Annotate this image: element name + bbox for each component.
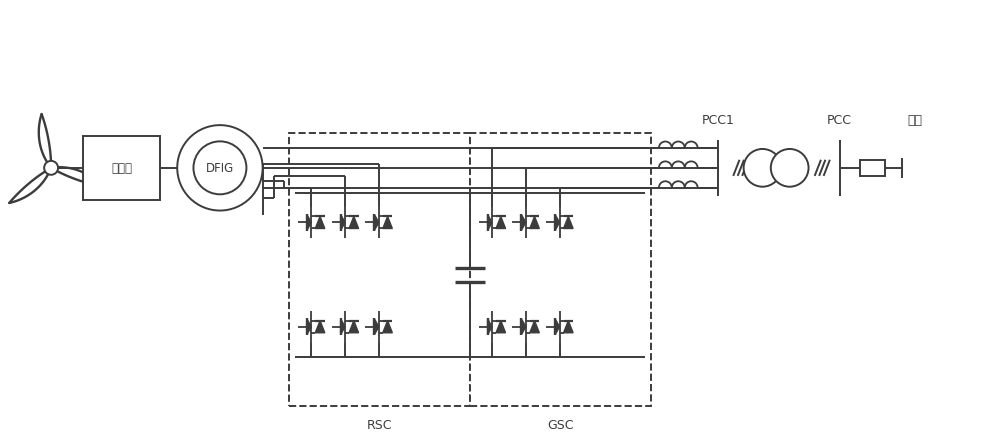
Circle shape [193,142,246,195]
Text: DFIG: DFIG [206,162,234,175]
Polygon shape [521,319,526,335]
Circle shape [771,150,809,187]
Polygon shape [307,319,311,335]
Polygon shape [521,215,526,231]
Polygon shape [374,215,379,231]
Circle shape [44,161,58,175]
Polygon shape [341,215,345,231]
Polygon shape [315,217,325,229]
Circle shape [744,150,781,187]
Polygon shape [383,321,392,333]
Text: GSC: GSC [547,418,574,431]
Text: PCC1: PCC1 [702,114,735,127]
Polygon shape [383,217,392,229]
Polygon shape [488,319,492,335]
Polygon shape [341,319,345,335]
Polygon shape [488,215,492,231]
Polygon shape [374,319,379,335]
Text: RSC: RSC [367,418,393,431]
Polygon shape [349,217,359,229]
Polygon shape [564,321,573,333]
Polygon shape [555,215,560,231]
Bar [289,134,470,406]
Polygon shape [530,321,539,333]
Bar [83,137,160,200]
Polygon shape [555,319,560,335]
Polygon shape [530,217,539,229]
Bar [470,134,651,406]
Text: 齿轮箱: 齿轮箱 [111,162,132,175]
Circle shape [177,126,263,211]
Polygon shape [496,217,506,229]
Text: PCC: PCC [827,114,852,127]
Polygon shape [315,321,325,333]
Polygon shape [349,321,359,333]
Polygon shape [496,321,506,333]
Bar [860,161,885,176]
Polygon shape [307,215,311,231]
Text: 电网: 电网 [907,114,922,127]
Polygon shape [564,217,573,229]
